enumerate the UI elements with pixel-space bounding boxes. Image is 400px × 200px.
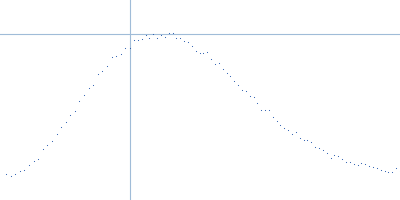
Point (235, 83, 241, 86)
Point (40, 148, 46, 151)
Point (370, 166, 376, 169)
Point (374, 166, 380, 170)
Point (21, 168, 28, 171)
Point (331, 154, 338, 157)
Point (72, 109, 78, 112)
Point (49, 139, 55, 143)
Point (339, 157, 345, 160)
Point (7, 175, 14, 178)
Point (362, 162, 368, 166)
Point (158, 34, 164, 37)
Point (328, 156, 334, 159)
Point (166, 31, 172, 34)
Point (16, 169, 23, 172)
Point (385, 171, 392, 174)
Point (113, 54, 120, 57)
Point (281, 126, 288, 130)
Point (266, 109, 272, 112)
Point (135, 39, 141, 42)
Point (108, 55, 115, 58)
Point (350, 163, 357, 166)
Point (192, 49, 199, 52)
Point (270, 116, 276, 119)
Point (131, 38, 137, 41)
Point (289, 132, 295, 136)
Point (35, 157, 41, 161)
Point (53, 133, 60, 136)
Point (142, 33, 149, 36)
Point (242, 89, 249, 92)
Point (86, 87, 92, 90)
Point (296, 136, 303, 139)
Point (196, 52, 203, 55)
Point (381, 169, 388, 172)
Point (177, 36, 184, 39)
Point (246, 94, 253, 97)
Point (312, 146, 318, 149)
Point (99, 69, 106, 72)
Point (62, 120, 69, 123)
Point (200, 51, 206, 54)
Point (389, 170, 396, 173)
Point (90, 84, 96, 87)
Point (223, 72, 230, 75)
Point (208, 57, 214, 61)
Point (104, 64, 110, 68)
Point (26, 163, 32, 166)
Point (378, 168, 384, 171)
Point (3, 172, 9, 175)
Point (354, 163, 361, 167)
Point (300, 138, 307, 141)
Point (227, 75, 234, 78)
Point (254, 102, 260, 105)
Point (81, 93, 87, 97)
Point (366, 165, 372, 168)
Point (258, 108, 264, 111)
Point (146, 37, 153, 40)
Point (239, 89, 245, 92)
Point (316, 147, 322, 150)
Point (138, 37, 145, 41)
Point (185, 40, 191, 43)
Point (181, 39, 187, 43)
Point (320, 148, 326, 151)
Point (169, 32, 176, 35)
Point (30, 159, 37, 162)
Point (189, 45, 195, 48)
Point (127, 47, 133, 50)
Point (231, 79, 238, 82)
Point (76, 99, 83, 102)
Point (335, 155, 342, 158)
Point (162, 35, 168, 38)
Point (44, 143, 50, 146)
Point (12, 172, 18, 175)
Point (358, 162, 365, 165)
Point (58, 125, 64, 128)
Point (122, 47, 129, 50)
Point (285, 128, 292, 131)
Point (250, 95, 257, 99)
Point (216, 61, 222, 64)
Point (262, 108, 268, 112)
Point (324, 152, 330, 155)
Point (212, 62, 218, 65)
Point (220, 68, 226, 71)
Point (67, 114, 74, 117)
Point (150, 32, 156, 35)
Point (118, 52, 124, 55)
Point (204, 51, 210, 54)
Point (304, 138, 311, 142)
Point (308, 141, 314, 144)
Point (393, 167, 399, 170)
Point (277, 123, 284, 127)
Point (343, 161, 349, 164)
Point (173, 36, 180, 40)
Point (347, 161, 353, 164)
Point (397, 170, 400, 173)
Point (293, 131, 299, 134)
Point (95, 72, 101, 75)
Point (154, 36, 160, 39)
Point (274, 120, 280, 123)
